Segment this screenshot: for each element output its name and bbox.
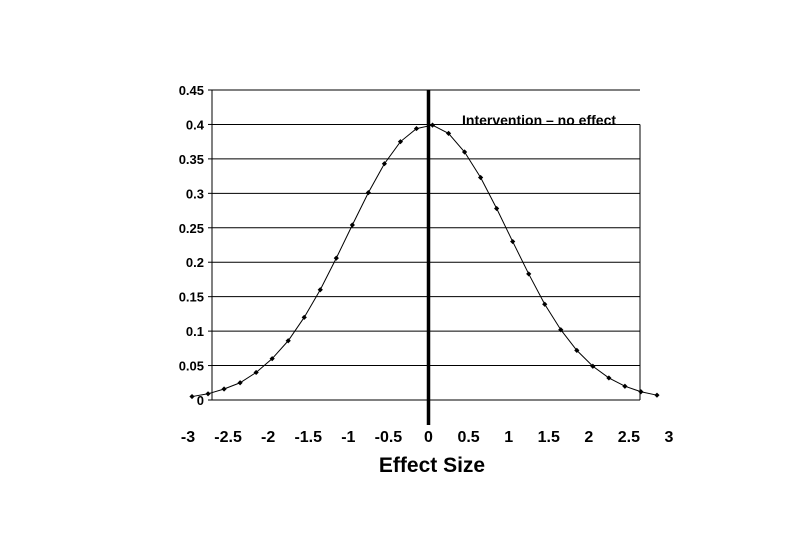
y-tick-label: 0.45 [179, 83, 204, 98]
data-point [590, 363, 596, 369]
y-tick-label: 0.05 [179, 359, 204, 374]
data-point [205, 391, 211, 397]
x-tick-label: -1 [341, 429, 355, 446]
data-point [478, 174, 484, 181]
x-tick-label: -1.5 [294, 429, 322, 446]
x-tick-label: 2.5 [618, 429, 640, 446]
y-tick-label: 0.3 [186, 186, 204, 201]
data-point [381, 161, 388, 167]
no-effect-annotation: Intervention – no effect [462, 112, 616, 128]
y-tick-label: 0.2 [186, 255, 204, 270]
data-point [253, 369, 259, 376]
data-point [285, 338, 291, 344]
x-tick-label: -2 [261, 429, 275, 446]
data-point [429, 122, 436, 128]
x-tick-label: -0.5 [375, 429, 403, 446]
data-point [654, 392, 660, 398]
data-point [526, 271, 532, 277]
data-point [221, 386, 227, 392]
data-point [574, 347, 580, 353]
data-point [510, 238, 516, 245]
x-tick-label: 1 [504, 429, 513, 446]
x-tick-label: -2.5 [214, 429, 242, 446]
data-point [606, 375, 612, 381]
x-axis-ticks: -3 -2.5 -2 -1.5 -1 -0.5 0 0.5 1 1.5 2 2.5 3 [181, 429, 674, 446]
data-point [349, 222, 355, 228]
x-tick-label: 0.5 [457, 429, 479, 446]
x-axis-label: Effect Size [379, 454, 485, 477]
x-tick-label: 3 [665, 429, 674, 446]
data-point [397, 139, 404, 145]
y-axis-ticks: 0 0.05 0.1 0.15 0.2 0.25 0.3 0.35 0.4 0.45 [179, 83, 212, 408]
series-line [191, 124, 658, 398]
data-point [494, 205, 500, 212]
data-point [413, 125, 420, 132]
y-tick-label: 0.15 [179, 290, 204, 305]
data-point [558, 327, 564, 333]
data-point [461, 149, 468, 155]
data-point [365, 190, 371, 196]
x-tick-label: -3 [181, 429, 195, 446]
distribution-series [189, 122, 660, 400]
data-point [269, 356, 275, 362]
y-tick-label: 0.35 [179, 152, 204, 167]
data-point [638, 389, 644, 395]
data-point [445, 130, 452, 136]
x-tick-label: 0 [424, 429, 433, 446]
data-point [189, 393, 195, 400]
x-tick-label: 1.5 [538, 429, 560, 446]
data-point [542, 301, 548, 307]
data-point [317, 287, 323, 293]
data-point [301, 314, 307, 320]
y-tick-label: 0 [197, 393, 204, 408]
gridlines [212, 89, 640, 367]
y-tick-label: 0.1 [186, 324, 204, 339]
y-tick-label: 0.25 [179, 221, 204, 236]
plot-frame [211, 90, 641, 401]
data-point [333, 255, 339, 261]
x-tick-label: 2 [584, 429, 593, 446]
data-point [622, 383, 628, 389]
y-tick-label: 0.4 [186, 117, 205, 132]
data-point [237, 380, 243, 386]
